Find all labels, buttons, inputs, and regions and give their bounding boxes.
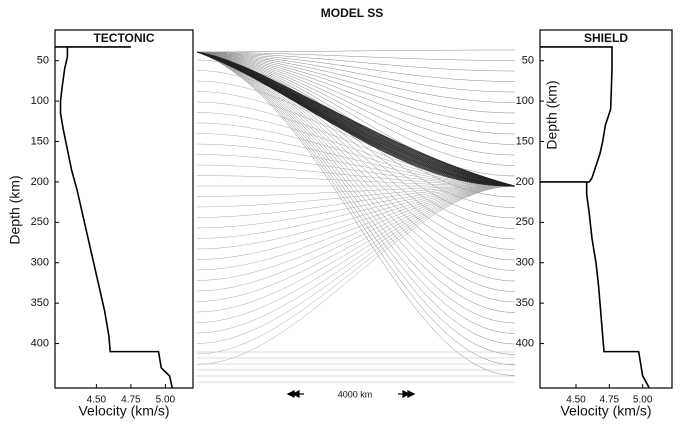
figure-title: MODEL SS: [321, 6, 383, 20]
x-tick-label: 4.50: [87, 395, 107, 406]
ray: [196, 185, 516, 344]
ray: [196, 133, 516, 187]
ray: [196, 51, 516, 61]
ray: [196, 51, 516, 124]
y-tick-label: 250: [516, 216, 534, 228]
ray: [196, 185, 516, 271]
ray: [196, 51, 516, 313]
ray: [196, 175, 516, 187]
y-tick-label: 400: [31, 337, 49, 349]
y-tick-label: 50: [522, 55, 534, 67]
x-tick-label: 4.50: [566, 395, 586, 406]
ray-bundle: [196, 51, 516, 187]
ray: [196, 185, 516, 355]
y-tick-label: 200: [516, 176, 534, 188]
ray: [196, 51, 516, 334]
ray: [196, 185, 516, 260]
ray: [196, 185, 516, 302]
ray: [196, 185, 516, 323]
ray: [196, 185, 516, 197]
scale-arrows: [286, 390, 416, 398]
x-tick-label: 5.00: [156, 395, 176, 406]
ray: [196, 51, 516, 145]
x-tick-label: 5.00: [633, 395, 653, 406]
plot-frame: [54, 29, 194, 389]
ray: [196, 185, 516, 313]
plot-frame: [539, 29, 673, 389]
ray-bundle: [196, 51, 516, 187]
ray: [196, 185, 516, 281]
x-tick-label: 4.75: [600, 395, 620, 406]
ray: [196, 164, 516, 187]
ray: [196, 185, 516, 239]
velocity-profile: [55, 46, 174, 389]
y-axis-label: Depth (km): [544, 80, 560, 149]
ray: [196, 185, 516, 250]
ray: [196, 143, 516, 187]
ray: [196, 51, 516, 72]
ray: [196, 185, 516, 229]
ray: [196, 185, 516, 292]
ray: [196, 51, 516, 177]
y-tick-label: 150: [31, 135, 49, 147]
ray: [196, 51, 516, 324]
y-tick-label: 350: [31, 297, 49, 309]
ray-diagram: [196, 49, 516, 383]
ray: [196, 51, 516, 82]
ray: [196, 185, 516, 218]
ray: [196, 185, 516, 334]
ray: [196, 185, 516, 208]
ray: [196, 51, 516, 156]
ray: [196, 185, 516, 365]
ray: [196, 51, 516, 366]
y-axis-label: Depth (km): [7, 175, 23, 244]
ray: [196, 51, 516, 114]
ray: [196, 51, 516, 103]
x-axis-label: Velocity (km/s): [560, 403, 651, 419]
ray: [196, 154, 516, 187]
y-tick-label: 100: [31, 95, 49, 107]
y-tick-label: 100: [516, 95, 534, 107]
y-tick-label: 300: [516, 257, 534, 269]
x-axis-label: Velocity (km/s): [78, 403, 169, 419]
ray: [196, 49, 516, 53]
chart-title: TECTONIC: [93, 31, 154, 45]
ray: [196, 51, 516, 261]
y-tick-label: 200: [31, 176, 49, 188]
velocity-profile: [540, 46, 651, 389]
ray: [196, 51, 516, 345]
ray: [196, 51, 516, 376]
y-tick-label: 50: [37, 55, 49, 67]
y-tick-label: 250: [31, 216, 49, 228]
ray: [196, 51, 516, 135]
ray: [196, 51, 516, 93]
x-tick-label: 4.75: [121, 395, 141, 406]
ray: [196, 51, 516, 166]
chart-title: SHIELD: [584, 31, 628, 45]
y-tick-label: 150: [516, 135, 534, 147]
y-tick-label: 300: [31, 257, 49, 269]
scale-label: 4000 km: [338, 389, 373, 399]
ray: [196, 51, 516, 219]
y-tick-label: 350: [516, 297, 534, 309]
y-tick-label: 400: [516, 337, 534, 349]
